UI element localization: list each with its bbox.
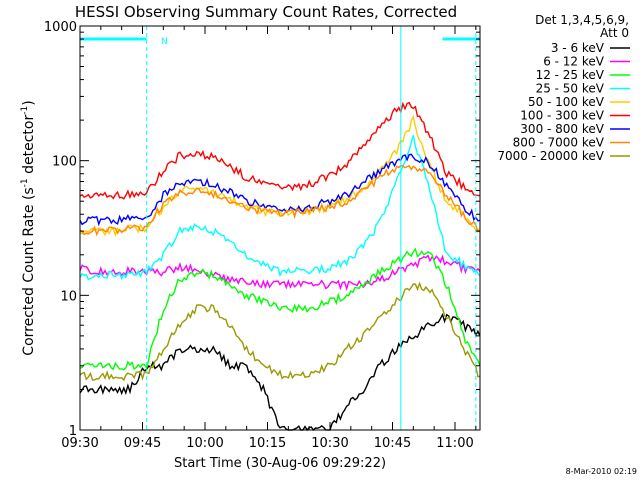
y-tick-label: 1000 [44, 20, 77, 35]
x-tick-label: 10:30 [311, 436, 348, 451]
series-line-7 [79, 164, 481, 237]
series-layer [79, 101, 481, 432]
legend-entry-label: 25 - 50 keV [536, 82, 605, 96]
legend-entry-label: 100 - 300 keV [520, 109, 604, 123]
plot-frame [79, 25, 481, 431]
series-line-5 [79, 101, 481, 200]
series-line-3 [79, 135, 481, 281]
series-line-4 [79, 115, 481, 238]
legend-entry-label: 3 - 6 keV [551, 41, 605, 55]
y-tick-label: 1 [69, 424, 77, 439]
timestamp: 8-Mar-2010 02:19 [566, 467, 637, 476]
x-axis-label: Start Time (30-Aug-06 09:29:22) [174, 456, 386, 471]
x-tick-label: 10:15 [249, 436, 286, 451]
y-tick-label: 100 [52, 155, 77, 170]
night-marker: N [161, 37, 168, 47]
x-tick-label: 10:00 [186, 436, 223, 451]
x-tick-label: 09:30 [61, 436, 98, 451]
y-tick-label: 10 [60, 289, 77, 304]
y-axis-label: Corrected Count Rate (s-1 detector-1) [20, 100, 37, 355]
legend-entry-label: 7000 - 20000 keV [497, 149, 604, 163]
legend-entry-label: 12 - 25 keV [536, 68, 605, 82]
legend-entry-label: 6 - 12 keV [543, 55, 605, 69]
series-line-6 [79, 153, 481, 227]
x-tick-label: 09:45 [124, 436, 161, 451]
legend-header-line-1: Det 1,3,4,5,6,9, [535, 13, 629, 27]
legend-entry-label: 50 - 100 keV [528, 95, 605, 109]
legend-header-line-2: Att 0 [600, 26, 629, 40]
axis-layer: 09:30 09:45 10:00 10:15 10:30 10:45 11:00 1 10 10… [44, 20, 480, 451]
x-tick-label: 10:45 [374, 436, 411, 451]
chart-title: HESSI Observing Summary Count Rates, Cor… [75, 3, 457, 21]
legend-entry-label: 300 - 800 keV [520, 122, 604, 136]
x-tick-label: 11:00 [436, 436, 473, 451]
legend-entry-label: 800 - 7000 keV [513, 136, 605, 150]
series-line-2 [79, 247, 481, 371]
